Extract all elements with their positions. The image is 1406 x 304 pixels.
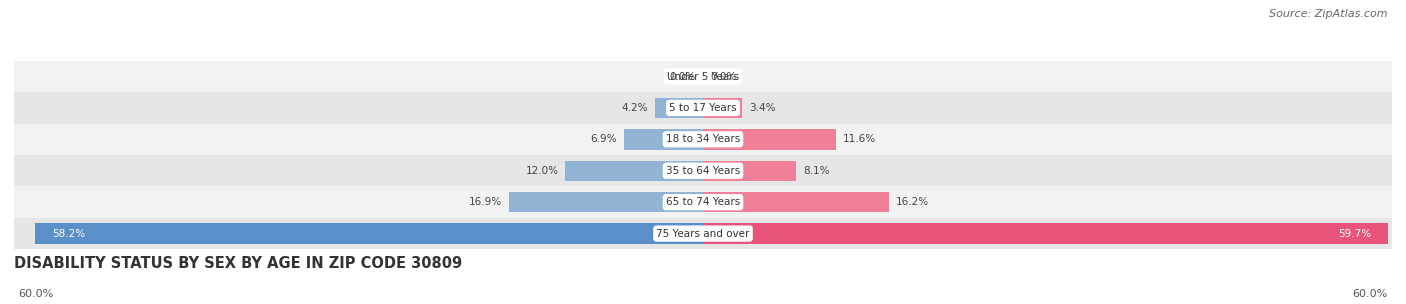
Text: 35 to 64 Years: 35 to 64 Years [666,166,740,176]
Text: 6.9%: 6.9% [591,134,617,144]
Text: 16.2%: 16.2% [896,197,929,207]
Bar [14,124,1392,155]
Text: 60.0%: 60.0% [18,289,53,299]
Text: 0.0%: 0.0% [710,71,737,81]
Text: DISABILITY STATUS BY SEX BY AGE IN ZIP CODE 30809: DISABILITY STATUS BY SEX BY AGE IN ZIP C… [14,256,463,271]
Bar [624,129,703,150]
Bar [35,223,703,244]
Text: 8.1%: 8.1% [803,166,830,176]
Bar [14,155,1392,186]
Text: 58.2%: 58.2% [52,229,86,239]
Text: 16.9%: 16.9% [470,197,502,207]
Bar [703,129,837,150]
Bar [14,218,1392,249]
Text: Source: ZipAtlas.com: Source: ZipAtlas.com [1270,9,1388,19]
Text: 59.7%: 59.7% [1339,229,1371,239]
Bar [14,186,1392,218]
Bar [14,61,1392,92]
Bar [703,98,742,118]
Text: 18 to 34 Years: 18 to 34 Years [666,134,740,144]
Bar [14,92,1392,124]
Bar [565,161,703,181]
Bar [703,161,796,181]
Text: 60.0%: 60.0% [1353,289,1388,299]
Text: 12.0%: 12.0% [526,166,558,176]
Text: 0.0%: 0.0% [669,71,696,81]
Bar [703,223,1389,244]
Text: Under 5 Years: Under 5 Years [666,71,740,81]
Bar [703,192,889,212]
Text: 3.4%: 3.4% [749,103,776,113]
Text: 75 Years and over: 75 Years and over [657,229,749,239]
Text: 11.6%: 11.6% [844,134,876,144]
Text: 4.2%: 4.2% [621,103,648,113]
Bar [655,98,703,118]
Bar [509,192,703,212]
Text: 65 to 74 Years: 65 to 74 Years [666,197,740,207]
Text: 5 to 17 Years: 5 to 17 Years [669,103,737,113]
